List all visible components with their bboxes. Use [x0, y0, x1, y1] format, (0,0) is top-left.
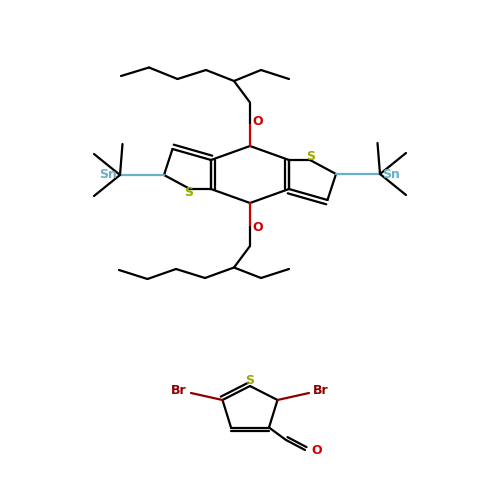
Text: O: O	[252, 221, 263, 234]
Text: O: O	[252, 115, 263, 128]
Text: Sn: Sn	[100, 168, 117, 181]
Text: S: S	[306, 150, 316, 162]
Text: Sn: Sn	[382, 168, 400, 180]
Text: S: S	[246, 374, 254, 386]
Text: Br: Br	[172, 384, 187, 398]
Text: O: O	[311, 444, 322, 456]
Text: S: S	[184, 186, 194, 200]
Text: Br: Br	[313, 384, 328, 398]
